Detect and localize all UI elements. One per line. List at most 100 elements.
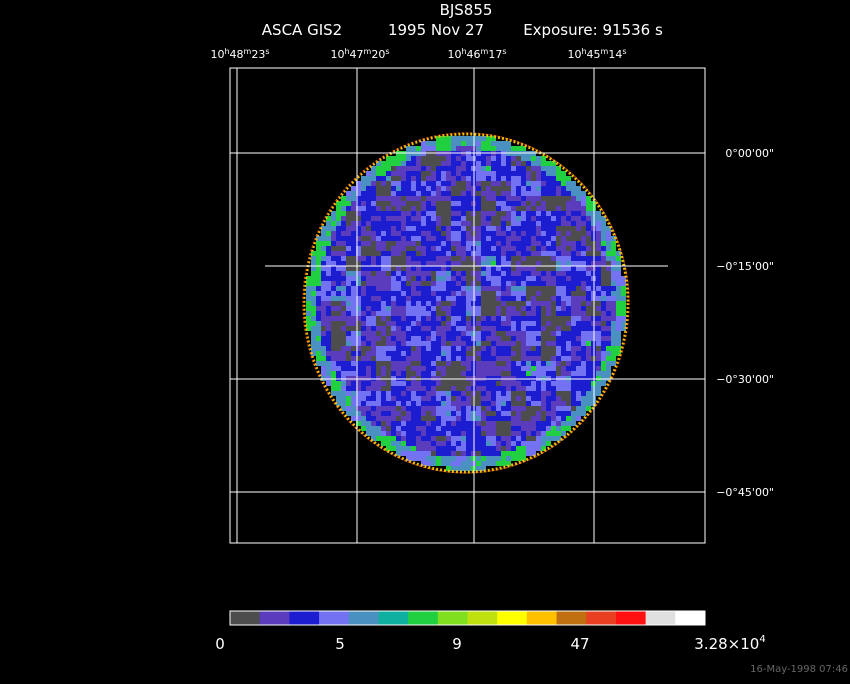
image-pixel [396, 401, 401, 406]
image-pixel [341, 371, 346, 376]
image-pixel [436, 421, 441, 426]
image-pixel [446, 371, 451, 376]
image-pixel [381, 166, 386, 171]
image-pixel [386, 281, 391, 286]
image-pixel [336, 346, 341, 351]
image-pixel [411, 371, 416, 376]
image-pixel [546, 216, 551, 221]
image-pixel [451, 256, 456, 261]
image-pixel [396, 181, 401, 186]
image-pixel [516, 281, 521, 286]
image-pixel [396, 406, 401, 411]
image-pixel [526, 161, 531, 166]
image-pixel [501, 336, 506, 341]
image-pixel [361, 226, 366, 231]
image-pixel [401, 211, 406, 216]
image-pixel [461, 146, 466, 151]
image-pixel [481, 141, 486, 146]
image-pixel [491, 186, 496, 191]
image-pixel [366, 301, 371, 306]
image-pixel [431, 326, 436, 331]
image-pixel [506, 271, 511, 276]
image-pixel [356, 226, 361, 231]
image-pixel [496, 371, 501, 376]
image-pixel [326, 311, 331, 316]
image-pixel [376, 436, 381, 441]
image-pixel [611, 236, 616, 241]
image-pixel [546, 221, 551, 226]
image-pixel [411, 446, 416, 451]
image-pixel [326, 381, 331, 386]
image-pixel [551, 211, 556, 216]
image-pixel [446, 271, 451, 276]
image-pixel [441, 256, 446, 261]
image-pixel [536, 401, 541, 406]
image-pixel [391, 161, 396, 166]
image-pixel [491, 381, 496, 386]
image-pixel [481, 361, 486, 366]
image-pixel [361, 286, 366, 291]
image-pixel [451, 306, 456, 311]
image-pixel [571, 211, 576, 216]
image-pixel [586, 326, 591, 331]
image-pixel [561, 191, 566, 196]
image-pixel [551, 311, 556, 316]
image-pixel [506, 451, 511, 456]
image-pixel [576, 191, 581, 196]
image-pixel [421, 306, 426, 311]
image-pixel [486, 361, 491, 366]
image-pixel [556, 281, 561, 286]
image-pixel [311, 336, 316, 341]
image-pixel [446, 426, 451, 431]
image-pixel [436, 441, 441, 446]
image-pixel [351, 191, 356, 196]
image-pixel [426, 306, 431, 311]
image-pixel [336, 251, 341, 256]
image-pixel [546, 261, 551, 266]
image-pixel [431, 341, 436, 346]
image-pixel [341, 386, 346, 391]
image-pixel [551, 246, 556, 251]
image-pixel [421, 381, 426, 386]
image-pixel [551, 391, 556, 396]
image-pixel [426, 456, 431, 461]
image-pixel [601, 361, 606, 366]
image-pixel [446, 196, 451, 201]
image-pixel [546, 191, 551, 196]
image-pixel [341, 236, 346, 241]
image-pixel [386, 331, 391, 336]
image-pixel [361, 296, 366, 301]
image-pixel [516, 191, 521, 196]
image-pixel [366, 366, 371, 371]
image-pixel [446, 146, 451, 151]
colorbar-swatch [289, 611, 320, 625]
image-pixel [396, 341, 401, 346]
image-pixel [456, 171, 461, 176]
image-pixel [466, 191, 471, 196]
image-pixel [426, 256, 431, 261]
image-pixel [481, 426, 486, 431]
image-pixel [501, 201, 506, 206]
image-pixel [526, 271, 531, 276]
image-pixel [406, 311, 411, 316]
image-pixel [416, 436, 421, 441]
image-pixel [576, 226, 581, 231]
image-pixel [346, 206, 351, 211]
image-pixel [326, 266, 331, 271]
image-pixel [531, 291, 536, 296]
image-pixel [346, 211, 351, 216]
image-pixel [561, 256, 566, 261]
image-pixel [566, 316, 571, 321]
image-pixel [611, 271, 616, 276]
image-pixel [506, 371, 511, 376]
image-pixel [436, 251, 441, 256]
image-pixel [506, 241, 511, 246]
image-pixel [466, 416, 471, 421]
image-pixel [546, 266, 551, 271]
image-pixel [456, 296, 461, 301]
image-pixel [486, 231, 491, 236]
image-pixel [531, 206, 536, 211]
image-pixel [381, 431, 386, 436]
image-pixel [501, 311, 506, 316]
image-pixel [551, 191, 556, 196]
